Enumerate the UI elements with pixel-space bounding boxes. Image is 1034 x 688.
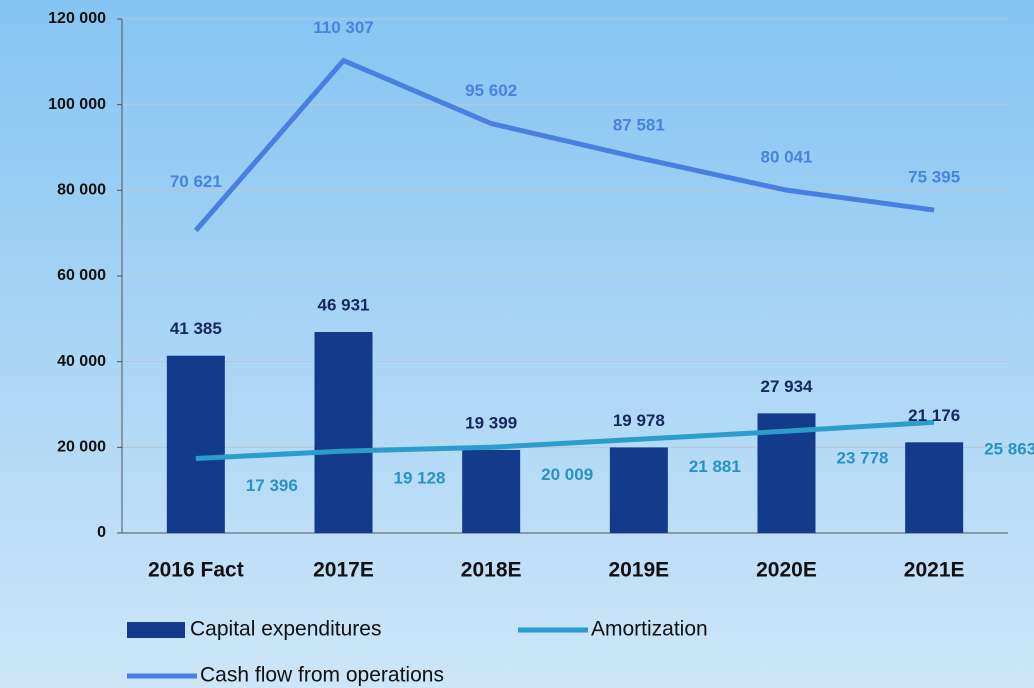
y-tick-label: 0 bbox=[97, 524, 106, 541]
y-tick-label: 60 000 bbox=[57, 267, 106, 284]
data-label: 95 602 bbox=[465, 81, 517, 100]
data-label: 23 778 bbox=[837, 449, 889, 468]
y-tick-label: 20 000 bbox=[57, 439, 106, 456]
data-label: 20 009 bbox=[541, 465, 593, 484]
bar bbox=[462, 449, 521, 533]
x-tick-label: 2020E bbox=[756, 559, 817, 582]
line bbox=[193, 57, 935, 233]
y-tick-label: 100 000 bbox=[48, 96, 106, 113]
x-tick-label: 2018E bbox=[461, 559, 522, 582]
data-label: 19 128 bbox=[394, 469, 446, 488]
data-label: 21 176 bbox=[908, 406, 960, 425]
y-tick-label: 80 000 bbox=[57, 182, 106, 199]
bar bbox=[166, 355, 225, 533]
y-tick-label: 120 000 bbox=[48, 10, 106, 27]
data-label: 41 385 bbox=[170, 319, 222, 338]
data-label: 46 931 bbox=[318, 295, 370, 314]
data-label: 70 621 bbox=[170, 172, 222, 191]
legend-label: Cash flow from operations bbox=[200, 664, 444, 687]
x-tick-label: 2021E bbox=[904, 559, 965, 582]
x-tick-label: 2017E bbox=[313, 559, 374, 582]
x-tick-label: 2019E bbox=[608, 559, 669, 582]
data-label: 75 395 bbox=[908, 168, 960, 187]
data-label: 27 934 bbox=[761, 377, 814, 396]
data-label: 110 307 bbox=[313, 18, 374, 37]
data-label: 21 881 bbox=[689, 457, 741, 476]
bar bbox=[314, 331, 373, 533]
data-label: 25 863 bbox=[984, 440, 1034, 459]
legend-swatch bbox=[127, 622, 185, 638]
y-tick-label: 40 000 bbox=[57, 353, 106, 370]
data-label: 19 399 bbox=[465, 413, 517, 432]
legend-label: Capital expenditures bbox=[190, 618, 381, 641]
data-label: 17 396 bbox=[246, 476, 298, 495]
x-tick-label: 2016 Fact bbox=[148, 559, 244, 582]
data-label: 80 041 bbox=[761, 148, 813, 167]
bar bbox=[905, 442, 964, 533]
legend-label: Amortization bbox=[591, 618, 708, 641]
data-label: 19 978 bbox=[613, 411, 665, 430]
line bbox=[195, 419, 935, 461]
bar bbox=[609, 447, 668, 533]
data-label: 87 581 bbox=[613, 115, 665, 134]
